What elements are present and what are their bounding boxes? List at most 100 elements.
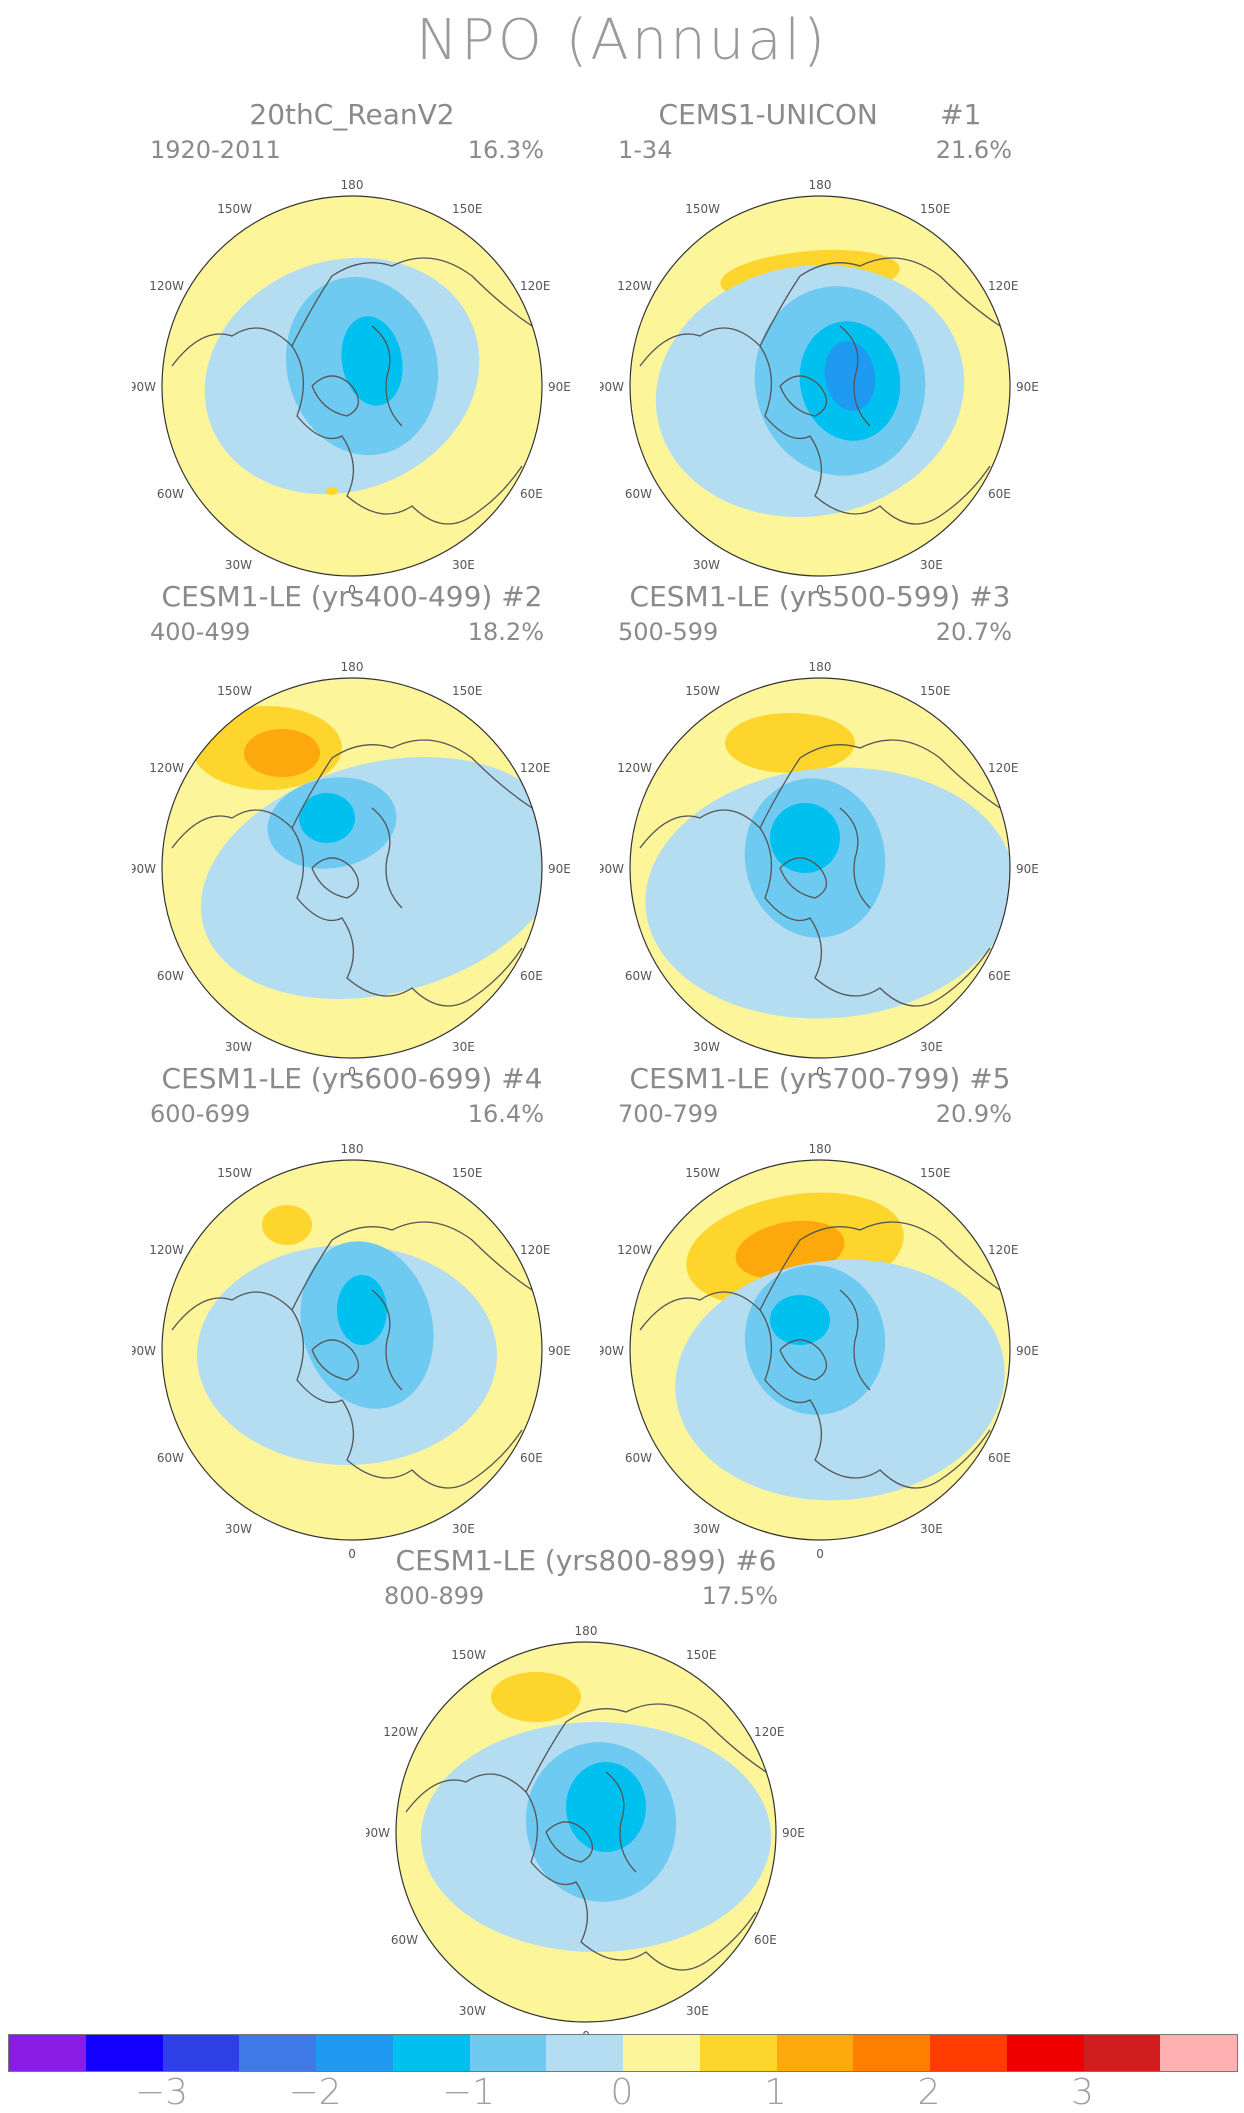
longitude-label: 120W [383, 1725, 418, 1739]
panel-title: CESM1-LE (yrs800-899) #6 [395, 1544, 777, 1577]
map-boundary [161, 195, 543, 577]
colorbar-swatch [623, 2035, 700, 2071]
anomaly-contour [491, 1672, 581, 1722]
longitude-label: 0 [348, 583, 356, 597]
longitude-label: 60W [391, 1933, 418, 1947]
longitude-label: 90W [132, 380, 156, 394]
longitude-label: 120W [149, 279, 184, 293]
longitude-label: 180 [341, 660, 364, 674]
colorbar-swatch [930, 2035, 1007, 2071]
coastline [171, 1221, 533, 1489]
coastline [171, 739, 533, 1007]
colorbar-swatch [85, 2035, 163, 2071]
longitude-label: 180 [341, 1142, 364, 1156]
panel-year-range: 500-599 [618, 618, 719, 646]
longitude-label: 60E [988, 487, 1011, 501]
longitude-label: 60W [625, 487, 652, 501]
longitude-label: 180 [809, 660, 832, 674]
panel-variance-pct: 20.9% [935, 1100, 1012, 1128]
longitude-label: 120W [617, 1243, 652, 1257]
colorbar-tick-label: −2 [288, 2072, 342, 2113]
anomaly-contour [299, 793, 355, 843]
colorbar-swatch [9, 2035, 86, 2071]
longitude-label: 0 [816, 1065, 824, 1079]
longitude-label: 90E [548, 1344, 571, 1358]
panel-variance-pct: 18.2% [467, 618, 544, 646]
longitude-label: 60E [988, 1451, 1011, 1465]
colorbar-swatch [1006, 2035, 1084, 2071]
longitude-label: 150W [451, 1648, 486, 1662]
longitude-label: 120E [520, 1243, 551, 1257]
colorbar-swatch [1083, 2035, 1161, 2071]
anomaly-contour [824, 341, 876, 411]
panel-title: CESM1-LE (yrs600-699) #4 [161, 1062, 543, 1095]
panel-year-range: 800-899 [384, 1582, 485, 1610]
panel-year-range: 1-34 [618, 136, 673, 164]
longitude-label: 90E [1016, 1344, 1039, 1358]
anomaly-contour [566, 1762, 646, 1852]
longitude-label: 150E [452, 1166, 483, 1180]
coastline [639, 739, 1001, 1007]
map-panel: 1800150W150E120W120E90W90E60W60E30W30ECE… [366, 1544, 806, 2064]
map-boundary [161, 1159, 543, 1541]
map-boundary [629, 677, 1011, 1059]
longitude-label: 150W [685, 1166, 720, 1180]
longitude-label: 0 [816, 583, 824, 597]
colorbar-swatch [392, 2035, 470, 2071]
longitude-label: 150E [452, 202, 483, 216]
panel-variance-pct: 20.7% [935, 618, 1012, 646]
colorbar-swatch [776, 2035, 854, 2071]
panel-year-range: 400-499 [150, 618, 251, 646]
longitude-label: 180 [809, 1142, 832, 1156]
panel-year-range: 600-699 [150, 1100, 251, 1128]
longitude-label: 120E [520, 279, 551, 293]
longitude-label: 150W [217, 684, 252, 698]
longitude-label: 60W [157, 487, 184, 501]
panel-year-range: 700-799 [618, 1100, 719, 1128]
longitude-label: 120W [149, 1243, 184, 1257]
longitude-label: 0 [816, 1547, 824, 1561]
longitude-label: 30W [459, 2004, 486, 2018]
colorbar-swatch [162, 2035, 240, 2071]
longitude-label: 60W [157, 969, 184, 983]
longitude-label: 120E [520, 761, 551, 775]
longitude-label: 90E [782, 1826, 805, 1840]
longitude-label: 150W [217, 202, 252, 216]
longitude-label: 60E [520, 487, 543, 501]
map-panel: 180 0 150W 150E 120W 120E 90W 90E 60W 60E 30W 30E 20… [132, 98, 572, 618]
anomaly-contour [341, 316, 403, 406]
colorbar-tick-label: −1 [441, 2072, 496, 2113]
longitude-label: 30W [225, 558, 252, 572]
longitude-label: 150E [686, 1648, 717, 1662]
colorbar-tick-label: −3 [134, 2072, 189, 2113]
panel-variance-pct: 16.4% [467, 1100, 544, 1128]
anomaly-contour [326, 487, 338, 495]
colorbar-swatch [239, 2035, 316, 2071]
figure-title: NPO (Annual) [416, 8, 828, 73]
longitude-label: 30E [452, 1040, 475, 1054]
longitude-label: 150E [920, 1166, 951, 1180]
longitude-label: 120W [617, 279, 652, 293]
anomaly-contour [770, 803, 840, 873]
longitude-label: 90W [600, 862, 624, 876]
longitude-label: 150W [685, 684, 720, 698]
longitude-label: 30W [693, 1522, 720, 1536]
panel-title: CEMS1-UNICON #1 [658, 98, 982, 131]
coastline [639, 1221, 1001, 1489]
longitude-label: 90E [548, 862, 571, 876]
longitude-label: 0 [348, 1547, 356, 1561]
longitude-label: 180 [341, 178, 364, 192]
longitude-label: 30E [686, 2004, 709, 2018]
coastline [639, 257, 1001, 525]
colorbar-swatch [853, 2035, 930, 2071]
longitude-label: 60E [520, 1451, 543, 1465]
anomaly-contour [770, 1295, 830, 1345]
